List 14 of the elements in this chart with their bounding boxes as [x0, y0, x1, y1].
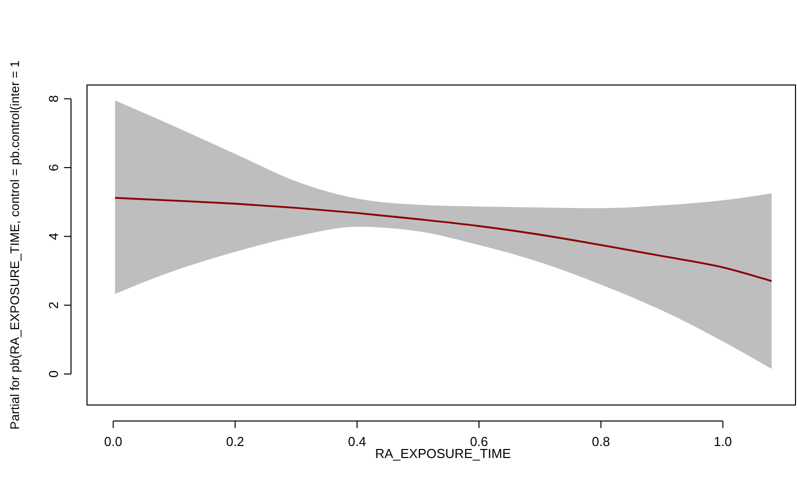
line-series [114, 196, 773, 282]
y-tick-label: 8 [46, 95, 61, 102]
x-tick-label: 0.0 [104, 434, 122, 449]
y-tick-label: 2 [46, 302, 61, 309]
x-tick-label: 0.8 [592, 434, 610, 449]
x-axis-title: RA_EXPOSURE_TIME [375, 446, 512, 461]
y-axis-title: Partial for pb(RA_EXPOSURE_TIME, control = pb.control(inter = 1 [8, 60, 22, 430]
x-tick-label: 0.6 [470, 434, 488, 449]
x-tick-label: 0.2 [226, 434, 244, 449]
x-tick-label: 0.4 [348, 434, 366, 449]
y-tick-label: 6 [46, 164, 61, 172]
y-tick-label: 4 [46, 232, 61, 240]
y-tick-label: 0 [46, 370, 61, 378]
x-tick-label: 1.0 [714, 434, 732, 449]
